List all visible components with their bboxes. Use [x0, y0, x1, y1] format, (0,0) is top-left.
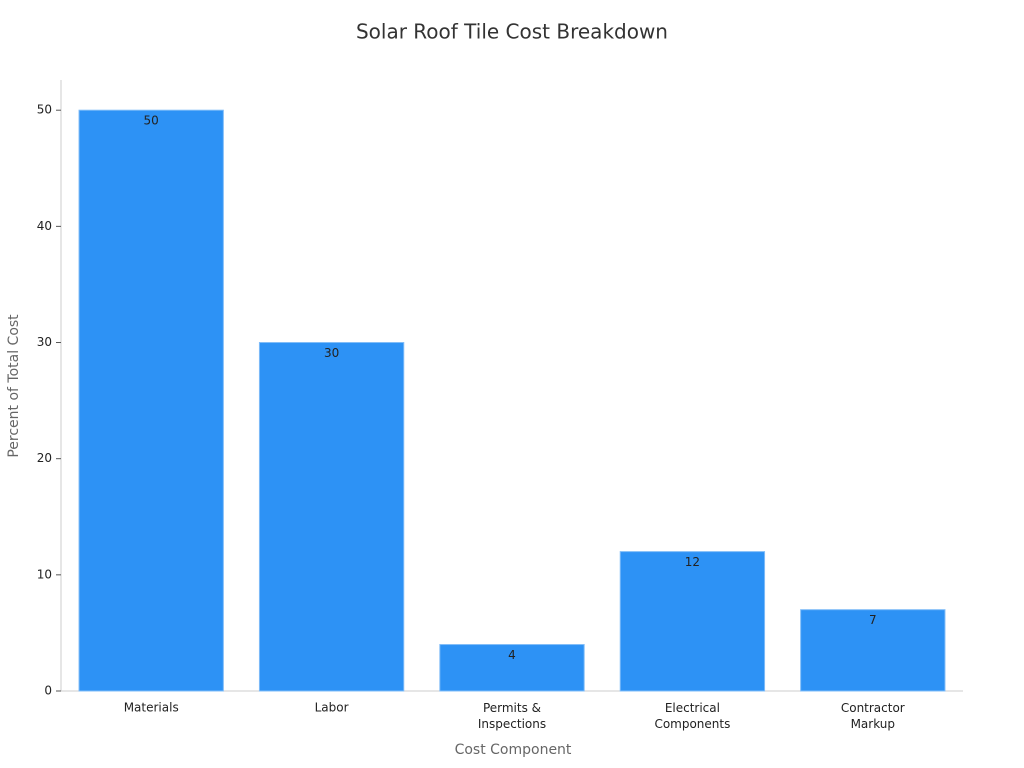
x-tick-label: Electrical Components — [654, 701, 730, 731]
value-label: 4 — [508, 648, 516, 662]
chart-title: Solar Roof Tile Cost Breakdown — [356, 20, 668, 44]
value-label: 50 — [144, 114, 159, 128]
value-label: 7 — [869, 613, 877, 627]
bar — [619, 551, 766, 692]
y-axis-label: Percent of Total Cost — [6, 314, 22, 458]
y-tick-label: 0 — [44, 684, 52, 698]
y-tick-label: 20 — [37, 451, 52, 465]
x-tick-label: Materials — [124, 701, 179, 715]
y-tick-label: 40 — [37, 219, 52, 233]
y-tick-label: 50 — [37, 103, 52, 117]
y-tick-label: 10 — [37, 567, 52, 581]
x-axis-label: Cost Component — [455, 742, 572, 758]
bar — [800, 609, 946, 692]
bar — [258, 342, 405, 692]
bar — [78, 109, 224, 692]
value-label: 30 — [324, 346, 339, 360]
value-label: 12 — [685, 555, 700, 569]
x-tick-label: Contractor Markup — [841, 701, 905, 731]
x-tick-label: Permits & Inspections — [478, 701, 546, 731]
y-tick-label: 30 — [37, 335, 52, 349]
bar — [439, 644, 585, 692]
x-tick-label: Labor — [315, 701, 349, 715]
